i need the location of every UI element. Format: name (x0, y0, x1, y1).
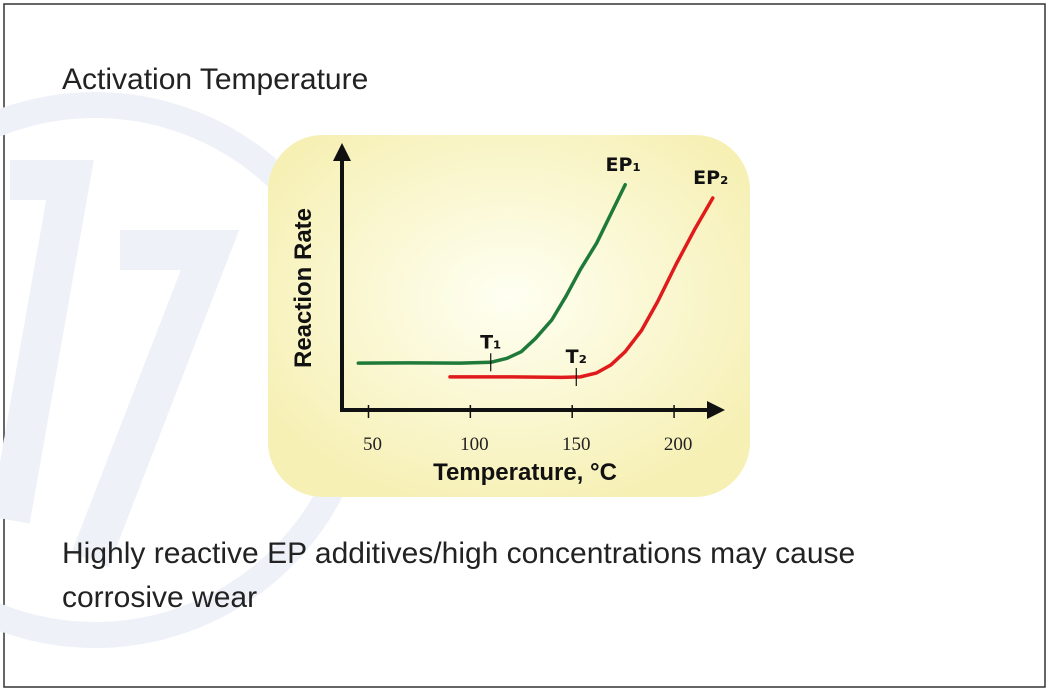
x-axis-label: Temperature, °C (433, 459, 617, 486)
y-axis-arrow (333, 143, 351, 161)
line-series (448, 196, 715, 380)
x-axis-arrow (707, 401, 725, 419)
annotation-label: T₁ (480, 331, 501, 353)
body-text: Highly reactive EP additives/high concen… (62, 537, 856, 614)
series-label: EP₂ (693, 167, 728, 189)
annotation-label: T₂ (566, 346, 587, 368)
slide-title: Activation Temperature (62, 63, 368, 96)
line-series (356, 183, 627, 365)
y-axis-label: Reaction Rate (290, 208, 317, 368)
series-label: EP₁ (606, 154, 641, 176)
x-tick-label: 100 (460, 434, 489, 455)
x-tick-label: 150 (562, 434, 591, 455)
x-tick-label: 200 (664, 434, 693, 455)
x-tick-label: 50 (363, 434, 382, 455)
chart: 50 100 150 200 Temperature, °C Reaction Rate E… (290, 143, 728, 486)
chart-panel (268, 135, 750, 497)
